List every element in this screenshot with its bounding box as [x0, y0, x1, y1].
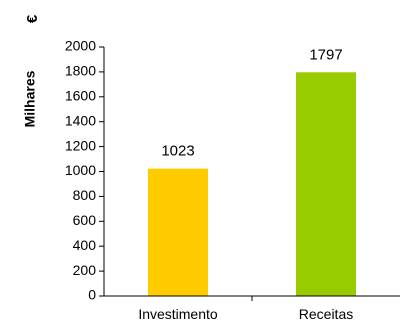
x-category-label: Receitas [299, 306, 353, 322]
bar-investimento [148, 168, 208, 296]
y-tick-label: 800 [73, 187, 97, 203]
y-axis-unit: € [24, 14, 41, 23]
x-category-label: Investimento [138, 306, 218, 322]
y-tick-label: 2000 [65, 38, 96, 54]
y-tick-label: 200 [73, 262, 97, 278]
x-axis-categories: Investimento Receitas [138, 306, 353, 322]
data-labels: 1023 1797 [161, 46, 342, 159]
data-label: 1797 [309, 46, 342, 63]
y-tick-label: 1600 [65, 88, 96, 104]
data-label: 1023 [161, 143, 194, 160]
y-tick-label: 1400 [65, 112, 96, 128]
y-tick-label: 400 [73, 237, 97, 253]
y-tick-label: 1200 [65, 137, 96, 153]
y-tick-label: 1000 [65, 162, 96, 178]
y-tick-label: 600 [73, 212, 97, 228]
bars [148, 72, 356, 296]
y-tick-label: 1800 [65, 63, 96, 79]
y-axis-ticks: 0 200 400 600 800 1000 1200 1400 1600 1800 2000 [65, 38, 104, 303]
bar-receitas [296, 72, 356, 296]
y-axis-title: Milhares [22, 70, 38, 127]
y-tick-label: 0 [88, 287, 96, 303]
